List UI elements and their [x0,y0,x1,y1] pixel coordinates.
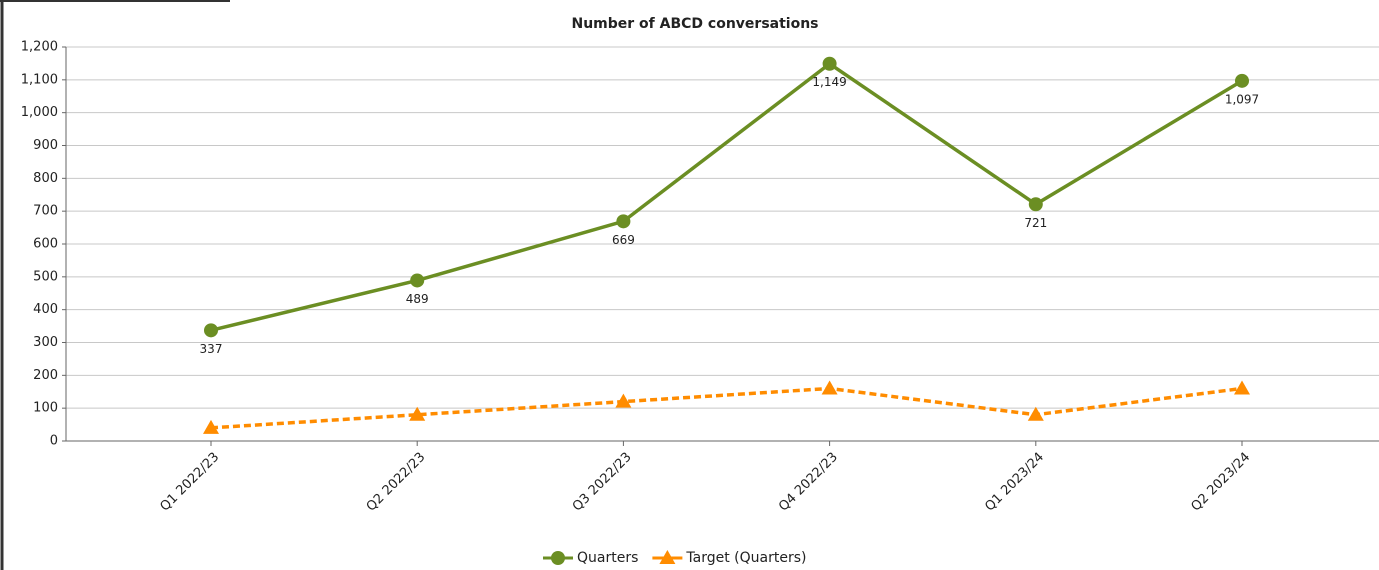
point [410,273,425,288]
x-tick-label: Q1 2022/23 [157,450,222,515]
point [409,406,426,421]
data-label: 669 [612,233,635,247]
y-tick-label: 400 [33,302,58,317]
point [203,419,219,434]
point [1234,380,1250,395]
point [1028,197,1043,212]
point [1235,73,1249,88]
y-tick-label: 300 [33,335,58,350]
point [615,393,632,408]
y-tick-label: 500 [33,269,58,284]
y-tick-label: 800 [33,171,58,186]
legend-marker [551,551,565,565]
legend-marker [659,550,676,564]
series-line [210,386,1243,430]
point [822,56,837,71]
y-tick-label: 0 [50,434,58,449]
chart-title: Number of ABCD conversations [571,16,818,32]
point [821,380,838,395]
y-tick-label: 1,200 [21,40,58,55]
legend-label: Quarters [577,550,638,566]
series-line [210,61,1243,333]
y-tick-label: 100 [33,401,58,416]
y-tick-label: 1,000 [21,105,58,120]
point [1027,406,1044,421]
data-label: 489 [406,292,429,306]
y-tick-label: 200 [33,368,58,383]
y-tick-label: 1,100 [21,72,58,87]
point [616,214,631,229]
data-label: 1,097 [1225,92,1259,106]
x-tick-label: Q1 2023/24 [982,450,1047,515]
data-label: 1,149 [812,75,846,89]
x-tick-label: Q4 2022/23 [776,450,841,515]
data-label: 337 [200,342,223,356]
x-tick-label: Q2 2022/23 [364,450,429,515]
x-tick-label: Q3 2022/23 [570,450,635,515]
y-tick-label: 600 [33,237,58,252]
y-tick-label: 700 [33,204,58,219]
legend-label: Target (Quarters) [685,550,806,566]
point [204,323,218,338]
data-label: 721 [1024,216,1047,230]
x-tick-label: Q2 2023/24 [1188,450,1253,515]
y-tick-label: 900 [33,138,58,153]
